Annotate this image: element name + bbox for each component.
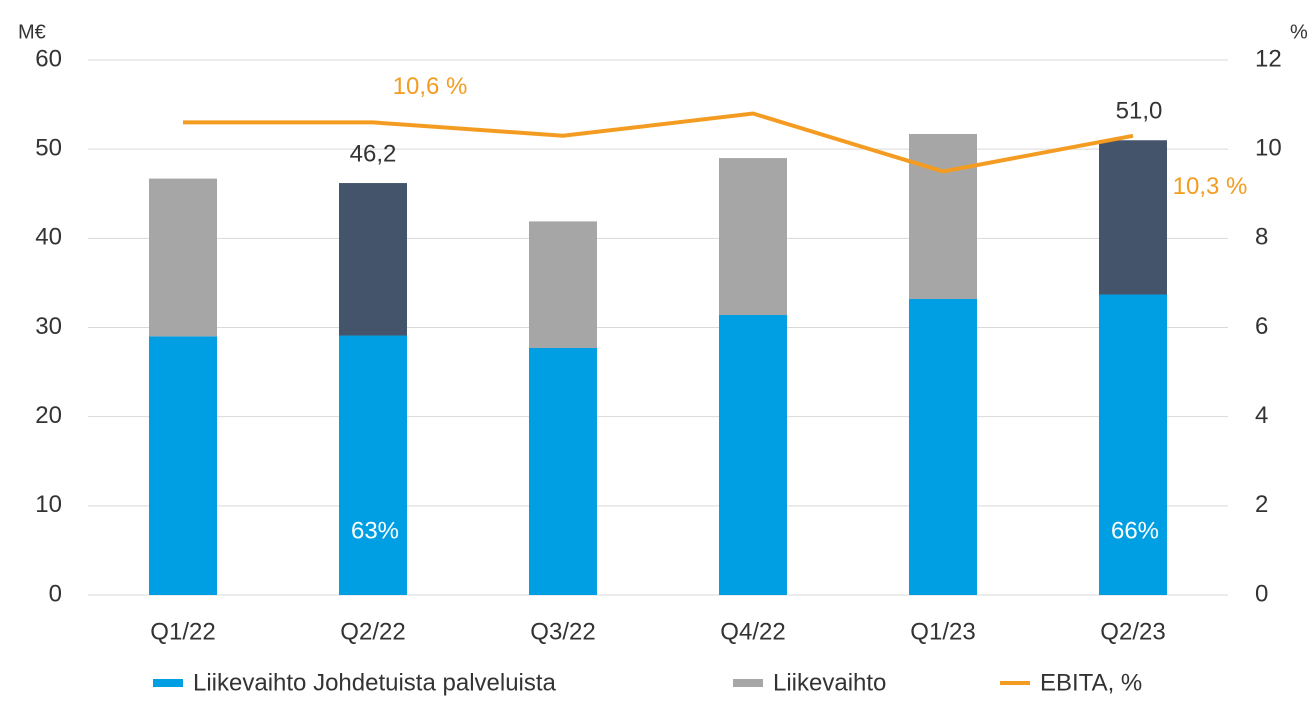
total-label: 51,0 bbox=[1116, 98, 1163, 125]
bar-segment bbox=[909, 298, 977, 595]
x-tick-label: Q1/22 bbox=[150, 618, 215, 645]
y2-tick-label: 0 bbox=[1255, 580, 1268, 607]
y2-tick-label: 8 bbox=[1255, 224, 1268, 251]
bar-segment bbox=[1099, 140, 1167, 295]
y2-tick-label: 10 bbox=[1255, 135, 1282, 162]
bar-segment bbox=[149, 178, 217, 337]
bar-segment bbox=[149, 336, 217, 595]
x-tick-label: Q4/22 bbox=[720, 618, 785, 645]
line bbox=[183, 111, 1134, 174]
bar-segment bbox=[909, 134, 977, 299]
bar-segment bbox=[339, 335, 407, 595]
y2-tick-label: 2 bbox=[1255, 491, 1268, 518]
bar-segment bbox=[1099, 294, 1167, 595]
y2-tick-label: 4 bbox=[1255, 402, 1268, 429]
legend-label: Liikevaihto Johdetuista palveluista bbox=[193, 669, 557, 696]
line-value-label: 10,6 % bbox=[393, 73, 468, 100]
bar-segment bbox=[719, 158, 787, 316]
total-label: 46,2 bbox=[350, 140, 397, 167]
line-value-label: 10,3 % bbox=[1173, 173, 1248, 200]
share-label: 66% bbox=[1111, 517, 1159, 544]
legend-label: EBITA, % bbox=[1040, 669, 1142, 696]
y-tick-label: 10 bbox=[35, 491, 62, 518]
share-label: 63% bbox=[351, 517, 399, 544]
legend-swatch bbox=[153, 679, 183, 687]
y2-tick-label: 12 bbox=[1255, 45, 1282, 72]
y2-tick-label: 6 bbox=[1255, 313, 1268, 340]
y-tick-label: 20 bbox=[35, 402, 62, 429]
x-tick-label: Q2/23 bbox=[1100, 618, 1165, 645]
x-tick-label: Q1/23 bbox=[910, 618, 975, 645]
bar-segment bbox=[529, 348, 597, 595]
legend-label: Liikevaihto bbox=[773, 669, 886, 696]
bar-segment bbox=[339, 183, 407, 336]
y-tick-label: 60 bbox=[35, 45, 62, 72]
y-tick-label: 40 bbox=[35, 224, 62, 251]
legend-swatch bbox=[733, 679, 763, 687]
y-tick-label: 50 bbox=[35, 135, 62, 162]
bar-segment bbox=[719, 315, 787, 595]
x-tick-label: Q2/22 bbox=[340, 618, 405, 645]
bar-segment bbox=[529, 221, 597, 349]
y2-unit: % bbox=[1290, 21, 1308, 43]
y-unit: M€ bbox=[18, 21, 46, 43]
x-tick-label: Q3/22 bbox=[530, 618, 595, 645]
y-tick-label: 30 bbox=[35, 313, 62, 340]
y-tick-label: 0 bbox=[49, 580, 62, 607]
